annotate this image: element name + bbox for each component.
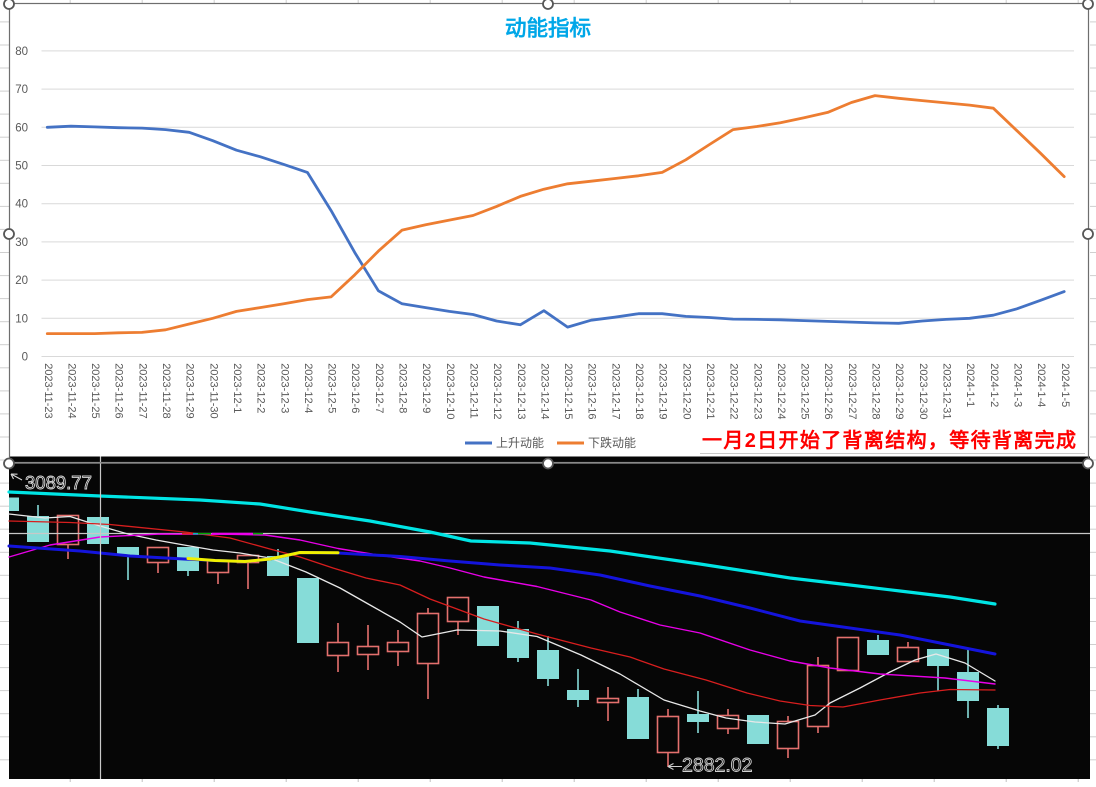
svg-text:2023-12-28: 2023-12-28 xyxy=(870,363,882,419)
svg-text:上升动能: 上升动能 xyxy=(496,436,544,450)
svg-text:一月2日开始了背离结构，等待背离完成: 一月2日开始了背离结构，等待背离完成 xyxy=(702,428,1076,452)
svg-text:2023-11-27: 2023-11-27 xyxy=(136,363,148,418)
svg-text:2023-11-25: 2023-11-25 xyxy=(89,363,101,418)
svg-text:0: 0 xyxy=(22,352,28,364)
svg-text:动能指标: 动能指标 xyxy=(505,16,592,41)
svg-text:70: 70 xyxy=(15,84,28,96)
svg-text:30: 30 xyxy=(15,237,28,249)
svg-text:2023-12-17: 2023-12-17 xyxy=(609,363,621,419)
svg-text:2023-12-10: 2023-12-10 xyxy=(444,363,456,419)
svg-text:2024-1-4: 2024-1-4 xyxy=(1035,363,1047,407)
svg-text:2023-12-22: 2023-12-22 xyxy=(728,363,740,419)
svg-text:2023-12-15: 2023-12-15 xyxy=(562,363,574,419)
svg-text:2023-11-23: 2023-11-23 xyxy=(42,363,54,418)
svg-text:2023-12-23: 2023-12-23 xyxy=(751,363,763,419)
svg-text:2023-11-24: 2023-11-24 xyxy=(65,363,77,418)
svg-text:2023-12-21: 2023-12-21 xyxy=(704,363,716,419)
svg-text:10: 10 xyxy=(15,313,28,325)
svg-text:20: 20 xyxy=(15,275,28,287)
svg-text:2023-11-30: 2023-11-30 xyxy=(207,363,219,418)
svg-text:2023-12-2: 2023-12-2 xyxy=(255,363,267,413)
svg-text:2023-12-24: 2023-12-24 xyxy=(775,363,787,419)
svg-text:2023-12-6: 2023-12-6 xyxy=(349,363,361,413)
svg-text:2023-12-29: 2023-12-29 xyxy=(893,363,905,419)
svg-text:2024-1-1: 2024-1-1 xyxy=(964,363,976,407)
svg-text:2023-11-26: 2023-11-26 xyxy=(113,363,125,418)
svg-text:2023-12-1: 2023-12-1 xyxy=(231,363,243,413)
svg-text:2023-12-26: 2023-12-26 xyxy=(822,363,834,419)
svg-text:2023-11-29: 2023-11-29 xyxy=(184,363,196,418)
svg-text:2023-12-5: 2023-12-5 xyxy=(326,363,338,413)
svg-text:2023-12-8: 2023-12-8 xyxy=(397,363,409,413)
svg-text:2023-12-16: 2023-12-16 xyxy=(586,363,598,419)
svg-text:2023-12-30: 2023-12-30 xyxy=(917,363,929,419)
svg-text:40: 40 xyxy=(15,199,28,211)
svg-text:2023-12-9: 2023-12-9 xyxy=(420,363,432,413)
svg-text:2023-12-20: 2023-12-20 xyxy=(680,363,692,419)
svg-text:2882.02: 2882.02 xyxy=(682,755,753,777)
svg-text:2023-12-13: 2023-12-13 xyxy=(515,363,527,419)
svg-text:50: 50 xyxy=(15,161,28,173)
svg-text:80: 80 xyxy=(15,46,28,58)
svg-text:2024-1-3: 2024-1-3 xyxy=(1011,363,1023,407)
svg-text:60: 60 xyxy=(15,122,28,134)
svg-text:2023-12-19: 2023-12-19 xyxy=(657,363,669,419)
svg-text:2023-11-28: 2023-11-28 xyxy=(160,363,172,418)
svg-text:2023-12-12: 2023-12-12 xyxy=(491,363,503,419)
svg-text:2023-12-25: 2023-12-25 xyxy=(799,363,811,419)
svg-text:2023-12-3: 2023-12-3 xyxy=(278,363,290,413)
svg-text:2023-12-14: 2023-12-14 xyxy=(538,363,550,419)
svg-text:2023-12-31: 2023-12-31 xyxy=(941,363,953,419)
svg-text:2023-12-7: 2023-12-7 xyxy=(373,363,385,413)
svg-text:下跌动能: 下跌动能 xyxy=(588,435,636,450)
svg-text:2023-12-27: 2023-12-27 xyxy=(846,363,858,419)
svg-text:2023-12-18: 2023-12-18 xyxy=(633,363,645,419)
svg-text:2024-1-2: 2024-1-2 xyxy=(988,363,1000,407)
svg-text:2023-12-4: 2023-12-4 xyxy=(302,363,314,413)
svg-text:3089.77: 3089.77 xyxy=(25,472,92,493)
svg-text:2024-1-5: 2024-1-5 xyxy=(1059,363,1071,407)
svg-text:2023-12-11: 2023-12-11 xyxy=(468,363,480,418)
